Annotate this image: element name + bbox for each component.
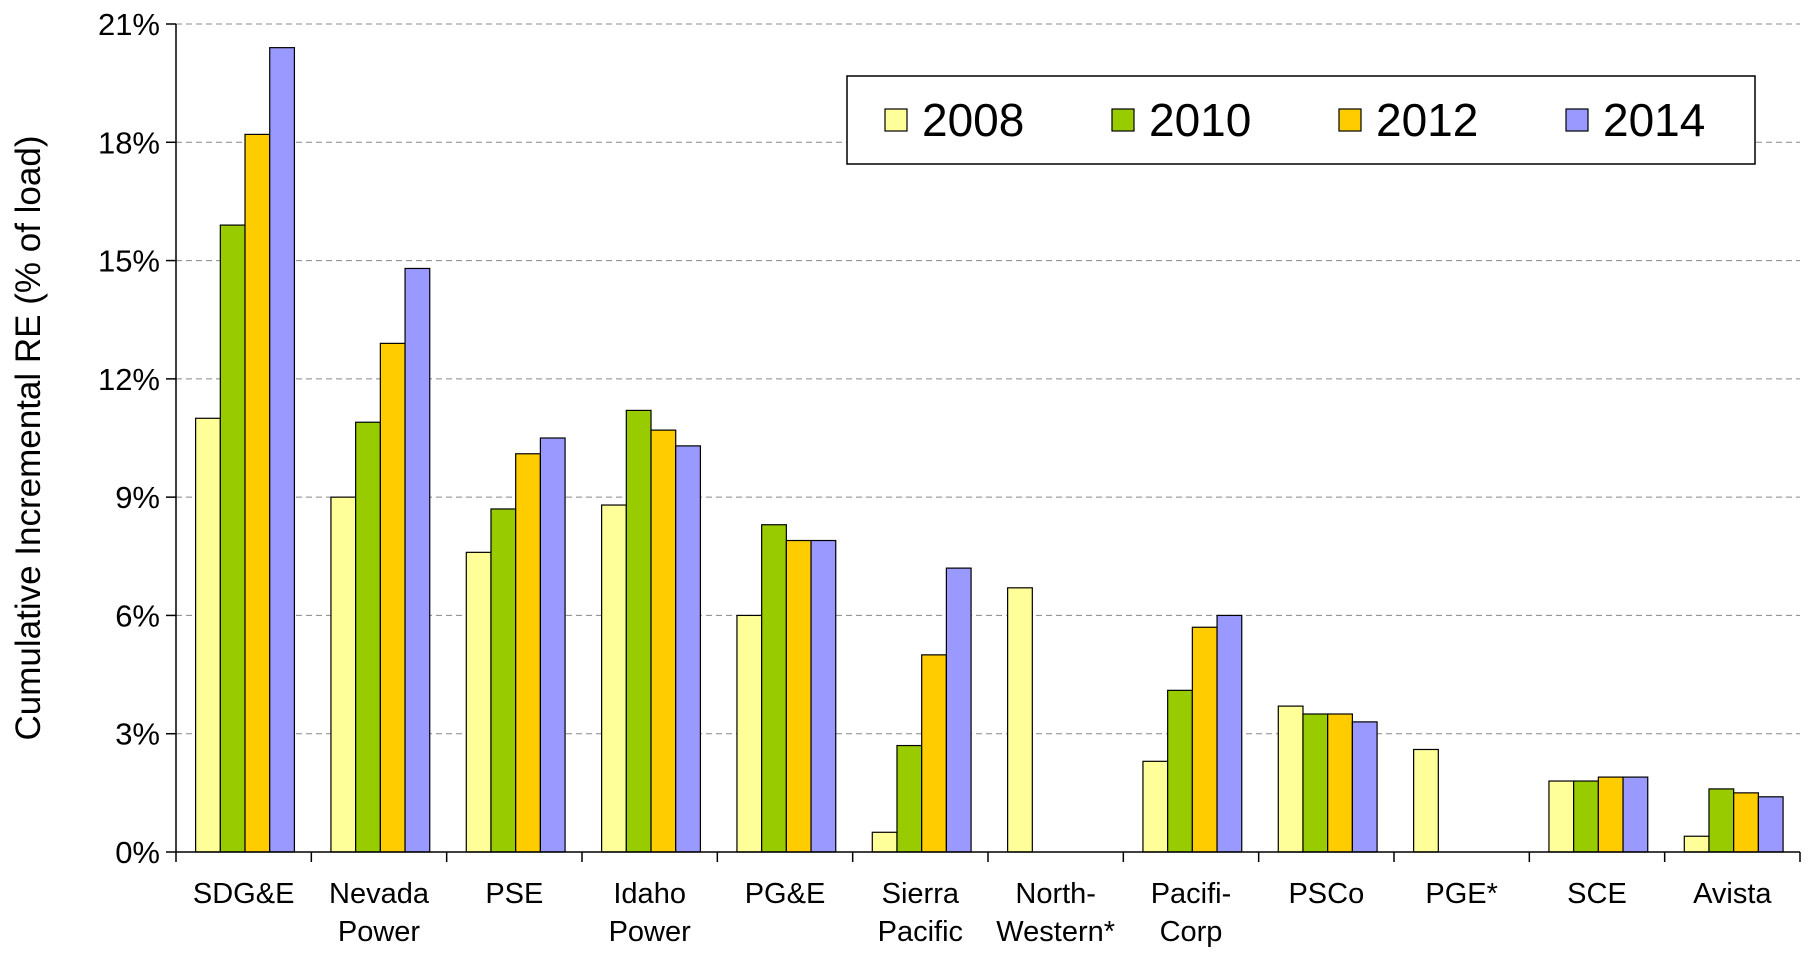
bar xyxy=(1757,796,1784,853)
bar xyxy=(269,47,296,853)
bar xyxy=(1622,776,1649,853)
x-tick-label: Avista xyxy=(1693,878,1772,910)
bar xyxy=(1413,748,1439,853)
x-tick-label: Sierra Pacific xyxy=(878,878,963,948)
bar xyxy=(1216,614,1243,853)
bar xyxy=(871,831,898,853)
bar xyxy=(921,654,947,853)
bar xyxy=(1327,713,1353,853)
bar xyxy=(539,437,566,853)
x-tick-label-line: Idaho xyxy=(613,878,686,910)
y-tick-label: 12% xyxy=(98,362,160,397)
bar xyxy=(1708,788,1735,853)
x-tick-label-line: Power xyxy=(338,916,421,948)
bar xyxy=(650,429,677,853)
bar xyxy=(675,445,702,853)
bar xyxy=(490,508,517,853)
x-tick-label-line: Avista xyxy=(1693,878,1772,910)
bar xyxy=(1683,835,1710,853)
bar xyxy=(1142,760,1169,853)
x-tick-label-line: SDG&E xyxy=(193,878,295,910)
legend-swatch xyxy=(884,108,908,132)
x-tick-label: Pacifi- Corp xyxy=(1151,878,1232,948)
bar xyxy=(330,496,357,853)
x-tick-label: PSCo xyxy=(1288,878,1364,910)
x-tick-label-line: SCE xyxy=(1567,878,1627,910)
x-tick-label-line: Western* xyxy=(996,916,1115,948)
x-tick-label: PGE* xyxy=(1425,878,1498,910)
x-tick-label-line: North- xyxy=(1015,878,1096,910)
x-tick-label-line: PG&E xyxy=(745,878,826,910)
bar xyxy=(1573,780,1599,853)
y-tick-label: 21% xyxy=(98,7,160,42)
bar xyxy=(1733,792,1759,853)
y-tick-label: 15% xyxy=(98,244,160,279)
y-tick-label: 9% xyxy=(115,480,160,515)
x-tick-label-line: Sierra xyxy=(882,878,960,910)
bar xyxy=(1351,721,1378,853)
bar xyxy=(1007,587,1033,853)
x-tick-label-line: Corp xyxy=(1160,916,1223,948)
legend-label: 2012 xyxy=(1376,94,1478,146)
x-tick-label: SCE xyxy=(1567,878,1627,910)
bar xyxy=(896,744,923,853)
bar xyxy=(625,409,652,853)
bar xyxy=(244,133,271,853)
bar xyxy=(945,567,972,853)
bar xyxy=(404,267,431,853)
bar xyxy=(379,342,406,853)
legend-box xyxy=(846,75,1756,165)
legend-swatch xyxy=(1111,108,1135,132)
bar xyxy=(601,504,627,853)
bar xyxy=(785,539,812,853)
x-tick-label: SDG&E xyxy=(193,878,295,910)
y-tick-label: 3% xyxy=(115,717,160,752)
bar xyxy=(736,614,763,853)
bar xyxy=(761,524,787,853)
x-tick-label: Idaho Power xyxy=(609,878,692,948)
x-tick-label-line: PSE xyxy=(485,878,543,910)
legend-label: 2008 xyxy=(922,94,1024,146)
legend-swatch xyxy=(1338,108,1362,132)
bar xyxy=(1167,689,1193,853)
x-tick-label: Nevada Power xyxy=(329,878,430,948)
y-axis-title: Cumulative Incremental RE (% of load) xyxy=(9,136,48,741)
x-tick-label-line: Power xyxy=(609,916,692,948)
bar xyxy=(810,539,837,853)
x-tick-label-line: PGE* xyxy=(1425,878,1498,910)
bar xyxy=(1277,705,1304,853)
bar xyxy=(1597,776,1624,853)
x-tick-label: PSE xyxy=(485,878,543,910)
bar xyxy=(1191,626,1218,853)
bar xyxy=(195,417,221,853)
x-tick-label: North- Western* xyxy=(996,878,1115,948)
x-tick-label-line: Nevada xyxy=(329,878,430,910)
x-tick-label-line: Pacific xyxy=(878,916,963,948)
legend-swatch xyxy=(1565,108,1589,132)
x-tick-label-line: PSCo xyxy=(1288,878,1364,910)
y-tick-label: 6% xyxy=(115,598,160,633)
bar xyxy=(355,421,381,853)
legend-label: 2010 xyxy=(1149,94,1251,146)
legend-label: 2014 xyxy=(1603,94,1705,146)
x-tick-label-line: Pacifi- xyxy=(1151,878,1232,910)
bar xyxy=(515,453,541,853)
y-tick-label: 0% xyxy=(115,835,160,870)
x-tick-label: PG&E xyxy=(745,878,826,910)
y-tick-label: 18% xyxy=(98,125,160,160)
bar xyxy=(1302,713,1329,853)
bar xyxy=(1548,780,1575,853)
bar xyxy=(219,224,246,853)
bar xyxy=(465,551,492,853)
